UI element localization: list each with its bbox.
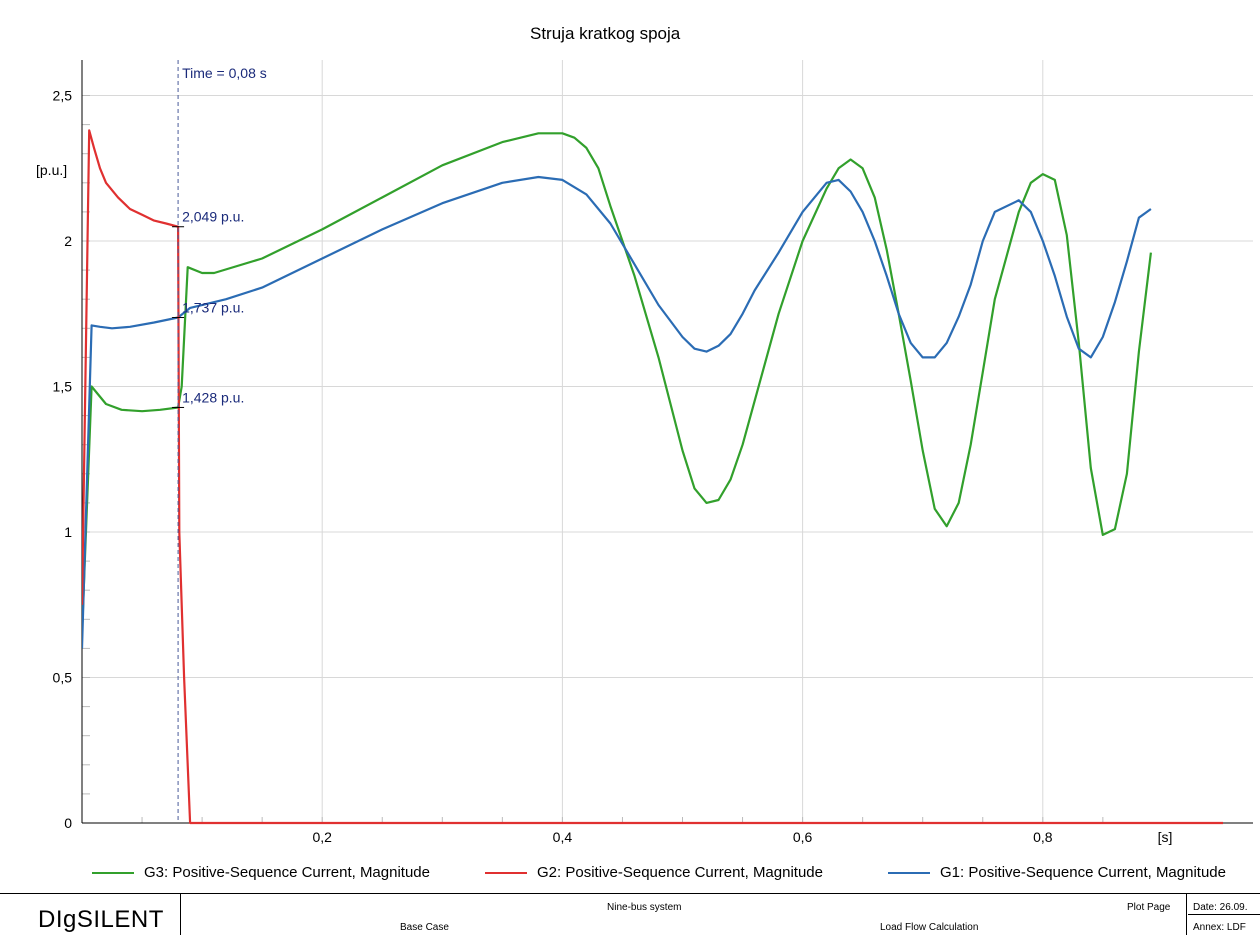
x-tick-label: 0,8 bbox=[1033, 829, 1053, 845]
legend-label-g2: G2: Positive-Sequence Current, Magnitude bbox=[537, 864, 823, 881]
x-axis-label: [s] bbox=[1158, 829, 1173, 845]
legend-label-g1: G1: Positive-Sequence Current, Magnitude bbox=[940, 864, 1226, 881]
footer-cell-divider bbox=[1188, 914, 1260, 915]
legend-swatch-g1 bbox=[888, 871, 930, 874]
study-case: Base Case bbox=[400, 922, 449, 933]
y-tick-label: 1,5 bbox=[53, 379, 73, 395]
series-line-g2 bbox=[82, 129, 1223, 825]
legend-g3: G3: Positive-Sequence Current, Magnitude bbox=[92, 864, 430, 881]
y-tick-label: 2 bbox=[64, 233, 72, 249]
footer-divider bbox=[1186, 894, 1187, 935]
time-cursor-label: Time = 0,08 s bbox=[182, 65, 267, 81]
legend-swatch-g2 bbox=[485, 871, 527, 874]
value-annotation: 2,049 p.u. bbox=[182, 209, 244, 225]
plot-page-label: Plot Page bbox=[1127, 902, 1171, 913]
chart-title: Struja kratkog spoja bbox=[530, 24, 681, 43]
legend-g1: G1: Positive-Sequence Current, Magnitude bbox=[888, 864, 1226, 881]
y-tick-label: 0,5 bbox=[53, 670, 73, 686]
legend-swatch-g3 bbox=[92, 871, 134, 874]
legend-g2: G2: Positive-Sequence Current, Magnitude bbox=[485, 864, 823, 881]
x-tick-label: 0,2 bbox=[312, 829, 332, 845]
y-tick-label: 2,5 bbox=[53, 88, 73, 104]
logo-box: DIgSILENT bbox=[10, 894, 181, 935]
y-tick-label: 1 bbox=[64, 524, 72, 540]
calculation-name: Load Flow Calculation bbox=[880, 922, 979, 933]
series-line-g1 bbox=[82, 175, 1152, 649]
annex-field: Annex: LDF bbox=[1193, 922, 1246, 933]
value-annotation: 1,428 p.u. bbox=[182, 389, 244, 405]
digsilent-logo: DIgSILENT bbox=[38, 906, 164, 933]
y-axis-label: [p.u.] bbox=[36, 162, 67, 178]
y-tick-label: 0 bbox=[64, 815, 72, 831]
plot-area: 0,2 0,4 0,6 0,8 [s] 0 0,5 1 1,5 2 2,5 [p.u.] Time =… bbox=[36, 60, 1253, 845]
legend-label-g3: G3: Positive-Sequence Current, Magnitude bbox=[144, 864, 430, 881]
footer: DIgSILENT Base Case Nine-bus system Load… bbox=[0, 893, 1260, 935]
x-tick-label: 0,6 bbox=[793, 829, 813, 845]
value-annotation: 1,737 p.u. bbox=[182, 300, 244, 316]
series-line-g3 bbox=[82, 132, 1152, 634]
x-tick-label: 0,4 bbox=[553, 829, 573, 845]
project-name: Nine-bus system bbox=[607, 902, 682, 913]
date-field: Date: 26.09. bbox=[1193, 902, 1248, 913]
